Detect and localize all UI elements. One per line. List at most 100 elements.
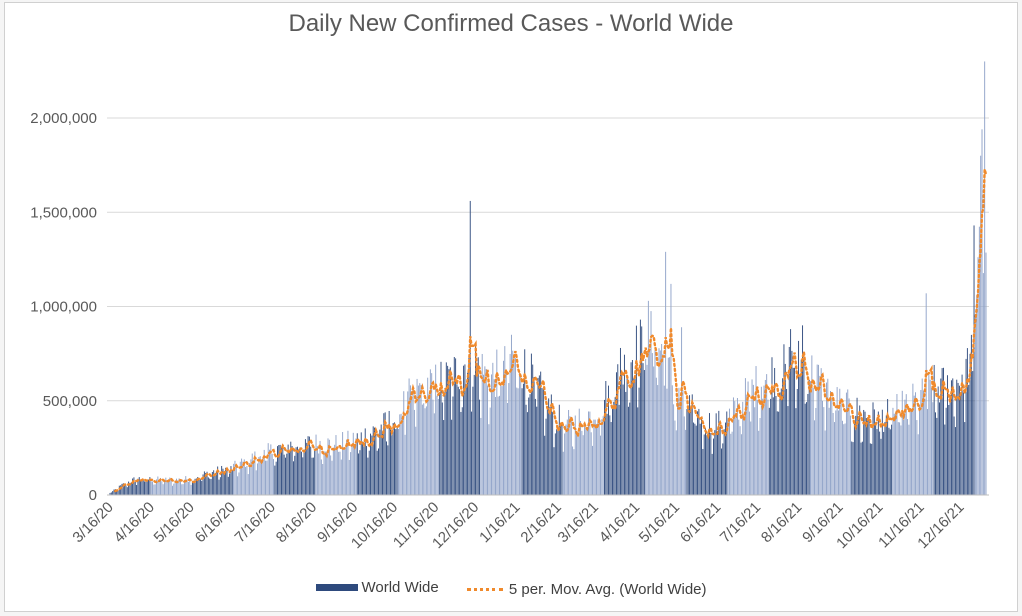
bar bbox=[973, 225, 975, 495]
bar bbox=[647, 300, 649, 495]
bar bbox=[766, 374, 768, 495]
bar bbox=[727, 418, 729, 495]
bar bbox=[593, 419, 595, 495]
bar bbox=[223, 474, 225, 495]
bar bbox=[654, 349, 656, 495]
bar bbox=[154, 484, 156, 495]
bar bbox=[845, 392, 847, 495]
bar bbox=[233, 463, 235, 495]
bar bbox=[132, 478, 134, 495]
bar bbox=[685, 429, 687, 495]
bar bbox=[719, 426, 721, 495]
bar bbox=[710, 432, 712, 495]
bar bbox=[880, 438, 882, 495]
bar bbox=[417, 385, 419, 495]
bar bbox=[213, 470, 215, 495]
bar bbox=[614, 397, 616, 495]
bar bbox=[699, 423, 701, 495]
bar bbox=[463, 365, 465, 495]
bar bbox=[193, 481, 195, 495]
x-tick-label: 4/16/20 bbox=[111, 499, 158, 546]
bar bbox=[331, 460, 333, 495]
bar bbox=[602, 416, 604, 495]
bar bbox=[449, 367, 451, 495]
bar bbox=[191, 481, 193, 495]
bar bbox=[174, 482, 176, 495]
bar bbox=[330, 455, 332, 495]
legend-label-moving-average: 5 per. Mov. Avg. (World Wide) bbox=[508, 581, 707, 598]
bar bbox=[893, 413, 895, 495]
bar bbox=[475, 345, 477, 495]
bar bbox=[168, 479, 169, 495]
bar bbox=[145, 481, 147, 495]
bar bbox=[810, 381, 811, 495]
bar bbox=[876, 429, 878, 495]
bar bbox=[405, 415, 407, 495]
bar bbox=[522, 383, 524, 495]
bar bbox=[622, 384, 624, 495]
bar bbox=[149, 477, 151, 495]
bar bbox=[400, 413, 402, 495]
bar bbox=[779, 392, 781, 495]
bar bbox=[501, 386, 503, 495]
bar bbox=[397, 429, 399, 495]
bar bbox=[758, 430, 760, 495]
bar bbox=[819, 375, 821, 495]
bar bbox=[980, 155, 982, 495]
y-tick-label: 1,000,000 bbox=[30, 299, 97, 316]
bar bbox=[691, 394, 693, 495]
bar bbox=[780, 388, 782, 495]
bar bbox=[942, 367, 944, 495]
bar bbox=[818, 364, 819, 495]
bar bbox=[420, 384, 422, 495]
bar bbox=[399, 414, 401, 495]
bar bbox=[479, 399, 481, 495]
bar bbox=[759, 417, 761, 495]
bar bbox=[909, 408, 911, 495]
bar bbox=[221, 465, 223, 495]
bar bbox=[853, 420, 855, 495]
bar bbox=[577, 434, 579, 495]
bar bbox=[445, 362, 447, 495]
bar bbox=[849, 415, 851, 495]
bar bbox=[828, 407, 830, 495]
bar bbox=[409, 385, 411, 495]
bar bbox=[189, 480, 191, 495]
bar bbox=[428, 393, 430, 495]
bar bbox=[485, 368, 487, 495]
bar bbox=[641, 326, 643, 495]
bar bbox=[833, 422, 835, 495]
bar bbox=[205, 472, 207, 495]
bar bbox=[520, 375, 522, 495]
bar bbox=[366, 446, 368, 495]
bar bbox=[653, 366, 655, 495]
bar bbox=[371, 435, 373, 495]
bar bbox=[112, 491, 114, 495]
bar bbox=[481, 353, 483, 495]
bar bbox=[584, 423, 586, 495]
bar bbox=[452, 396, 454, 495]
bar bbox=[372, 426, 374, 495]
bar bbox=[177, 480, 179, 495]
bar bbox=[307, 436, 309, 495]
bar bbox=[820, 368, 822, 495]
bar bbox=[277, 446, 278, 495]
bar bbox=[546, 407, 548, 495]
bar bbox=[953, 416, 955, 495]
bar bbox=[835, 410, 837, 495]
bar bbox=[589, 411, 591, 495]
bar bbox=[570, 417, 572, 495]
bar bbox=[969, 353, 971, 495]
bar bbox=[703, 434, 705, 495]
bar bbox=[270, 444, 272, 495]
bar bbox=[860, 442, 862, 495]
bar bbox=[302, 457, 304, 495]
bar bbox=[581, 430, 583, 495]
bar bbox=[542, 389, 544, 495]
bar bbox=[517, 388, 519, 495]
bar bbox=[300, 451, 302, 495]
bar bbox=[917, 434, 919, 495]
bar bbox=[510, 334, 512, 495]
bar bbox=[735, 414, 737, 495]
